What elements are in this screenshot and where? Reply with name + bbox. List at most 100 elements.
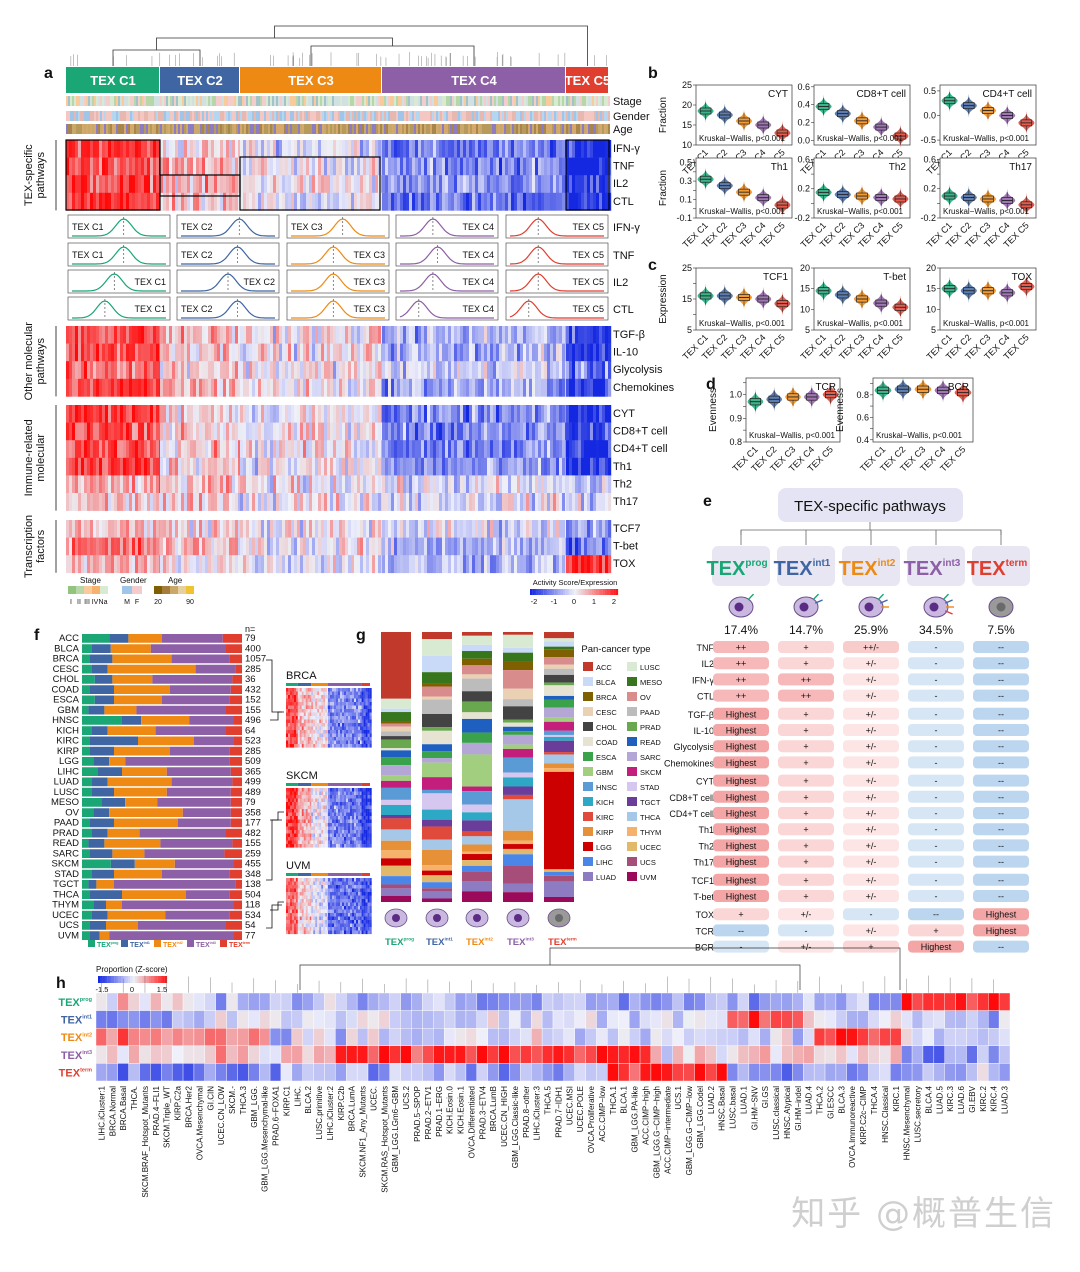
heatmap-cell [511,555,514,573]
density-label: TEX C3 [353,250,385,260]
heatmap-cell [153,458,156,476]
heatmap-cell [138,175,141,193]
heatmap-cell [135,423,138,441]
heatmap-cell [357,361,360,379]
heatmap-cell [229,175,232,193]
heatmap-cell [175,538,178,556]
annot-cell [464,111,466,121]
heatmap-cell [487,158,490,176]
heatmap-cell [220,379,223,397]
annot-cell [350,111,352,121]
heatmap-cell [457,175,460,193]
annot-cell [208,124,210,134]
annot-cell [366,124,368,134]
heatmap-cell [199,175,202,193]
annot-cell [332,124,334,134]
heatmap-cell [166,440,169,458]
heatmap-cell [169,555,172,573]
heatmap-cell [235,520,238,538]
heatmap-cell [505,440,508,458]
heatmap-cell [66,379,69,397]
annot-cell [372,96,374,106]
heatmap-cell [587,538,590,556]
heatmap-cell [569,405,572,423]
heatmap-cell [403,538,406,556]
heatmap-cell [400,493,403,511]
heatmap-cell [409,344,412,362]
heatmap-cell [270,326,273,344]
annot-cell [398,111,400,121]
annot-cell [130,111,132,121]
legend-swatch [162,586,170,594]
heatmap-cell [273,538,276,556]
heatmap-cell [472,193,475,211]
heatmap-row-label: CD8+T cell [613,426,668,438]
heatmap-cell [235,326,238,344]
heatmap-cell [481,520,484,538]
heatmap-cell [490,158,493,176]
heatmap-cell [99,326,102,344]
heatmap-cell [333,423,336,441]
annot-cell [128,96,130,106]
heatmap-cell [562,326,565,344]
heatmap-cell [553,193,556,211]
heatmap-cell [208,538,211,556]
heatmap-cell [430,475,433,493]
heatmap-cell [593,493,596,511]
heatmap-cell [102,379,105,397]
heatmap-cell [354,361,357,379]
annot-cell [580,124,582,134]
heatmap-cell [397,193,400,211]
heatmap-cell [424,344,427,362]
heatmap-cell [252,361,255,379]
cell-icon [794,594,823,617]
legend-tick: -1 [551,597,558,606]
heatmap-cell [581,475,584,493]
heatmap-row-label: Th1 [613,461,632,473]
heatmap-cell [232,458,235,476]
density-label: TEX C2 [181,250,213,260]
heatmap-cell [366,175,369,193]
heatmap-cell [282,361,285,379]
heatmap-cell [267,405,270,423]
heatmap-cell [553,555,556,573]
heatmap-cell [126,440,129,458]
heatmap-row [66,423,611,441]
heatmap-cell [596,193,599,211]
heatmap-cell [372,458,375,476]
annot-cell [252,96,254,106]
annot-cell [158,111,160,121]
heatmap-cell [526,538,529,556]
annot-cell [238,111,240,121]
heatmap-cell [229,158,232,176]
heatmap-cell [217,520,220,538]
heatmap-cell [454,379,457,397]
heatmap-cell [249,440,252,458]
heatmap-cell [575,379,578,397]
heatmap-cell [360,326,363,344]
heatmap-cell [499,423,502,441]
heatmap-cell [382,475,385,493]
heatmap-cell [96,175,99,193]
heatmap-cell [451,361,454,379]
annot-cell [116,124,118,134]
annot-cell [172,111,174,121]
heatmap-cell [502,175,505,193]
heatmap-cell [294,475,297,493]
heatmap-cell [484,440,487,458]
heatmap-cell [114,423,117,441]
legend-swatch [100,586,108,594]
heatmap-cell [312,458,315,476]
heatmap-cell [541,493,544,511]
annot-cell [336,111,338,121]
heatmap-cell [190,493,193,511]
heatmap-cell [457,423,460,441]
heatmap-cell [388,379,391,397]
heatmap-cell [517,193,520,211]
annot-cell [356,124,358,134]
heatmap-cell [78,520,81,538]
heatmap-cell [514,344,517,362]
heatmap-cell [246,458,249,476]
annot-cell [422,124,424,134]
